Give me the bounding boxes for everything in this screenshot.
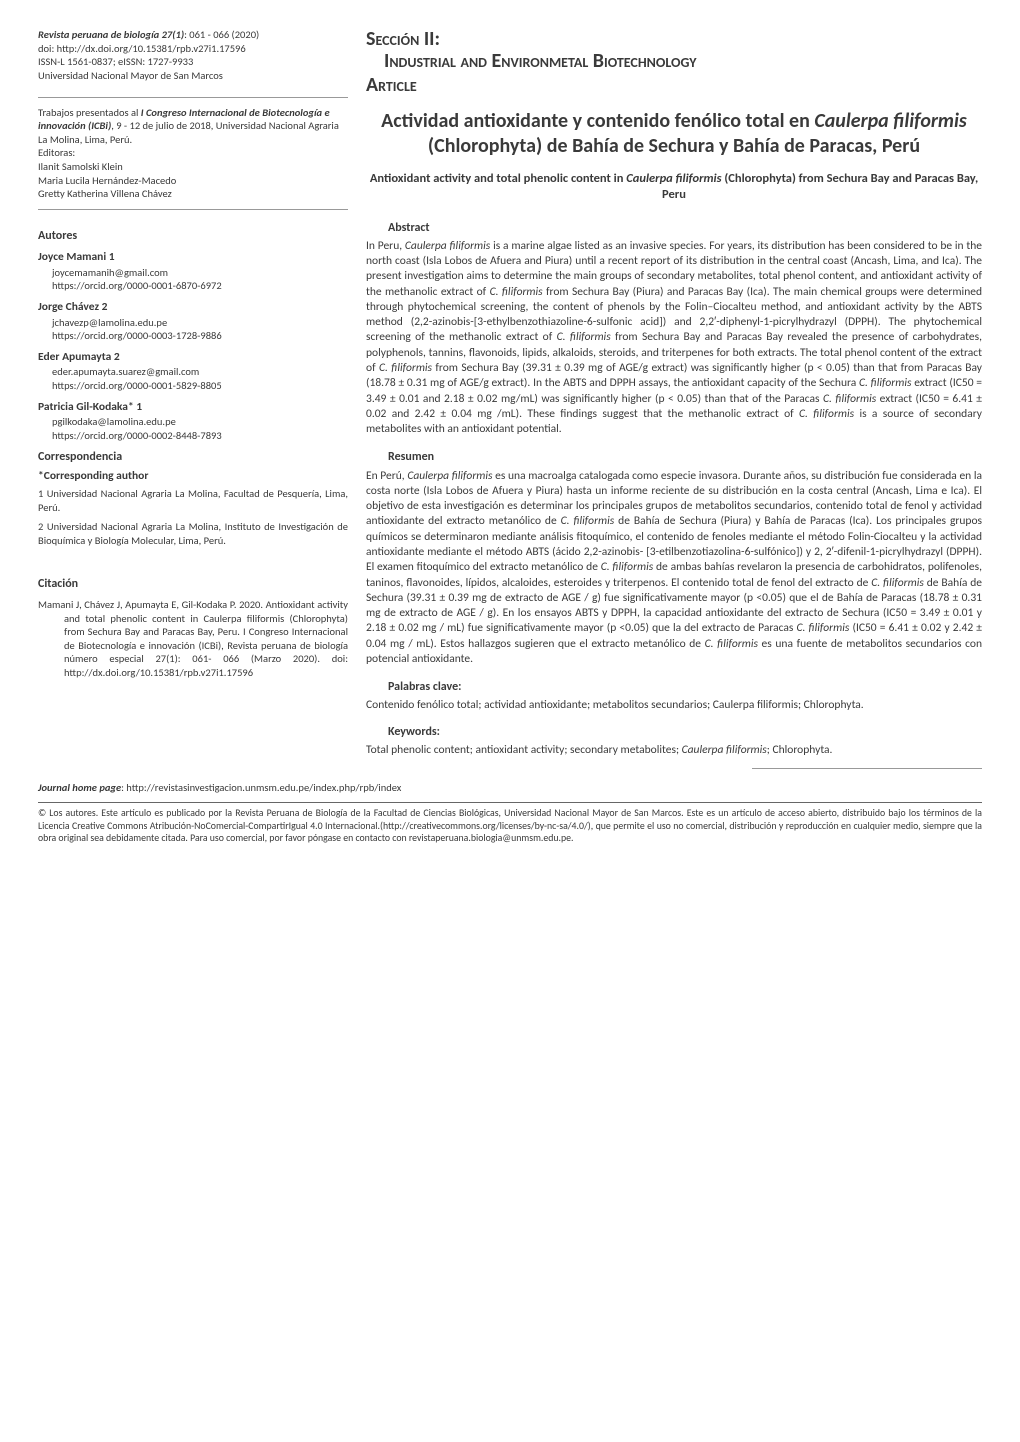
title-en-pre: Antioxidant activity and total phenolic …	[370, 171, 626, 186]
title-es-sci: Caulerpa filiformis	[814, 109, 966, 133]
editor-1: Ilanit Samolski Klein	[38, 160, 123, 173]
journal-pages: : 061 - 066 (2020)	[184, 28, 259, 41]
editor-2: Maria Lucila Hernández-Macedo	[38, 174, 176, 187]
author-4: Patricia Gil-Kodaka* 1 pgilkodaka@lamoli…	[38, 400, 348, 443]
divider	[752, 768, 982, 769]
section-label: Sección II:	[366, 28, 982, 50]
author-1-orcid: https://orcid.org/0000-0001-6870-6972	[52, 279, 348, 293]
abstract-body: In Peru, Caulerpa filiformis is a marine…	[366, 239, 982, 438]
author-1-name: Joyce Mamani 1	[38, 250, 348, 266]
journal-doi: doi: http://dx.doi.org/10.15381/rpb.v27i…	[38, 42, 246, 55]
journal-meta: Revista peruana de biología 27(1): 061 -…	[38, 28, 348, 83]
keywords-heading: Keywords:	[388, 724, 982, 740]
author-4-name: Patricia Gil-Kodaka* 1	[38, 400, 348, 416]
journal-issn: ISSN-L 1561-0837; eISSN: 1727-9933	[38, 55, 193, 68]
citation-text: Mamani J, Chávez J, Apumayta E, Gil-Koda…	[38, 598, 348, 680]
keywords-body: Total phenolic content; antioxidant acti…	[366, 743, 982, 758]
journal-title: Revista peruana de biología 27(1)	[38, 28, 184, 41]
title-es-post: (Chlorophyta) de Bahía de Sechura y Bahí…	[428, 134, 920, 158]
editor-3: Gretty Katherina Villena Chávez	[38, 187, 172, 200]
homepage-url: : http://revistasinvestigacion.unmsm.edu…	[121, 781, 401, 794]
title-es-pre: Actividad antioxidante y contenido fenól…	[381, 109, 814, 133]
resumen-body: En Perú, Caulerpa filiformis es una macr…	[366, 469, 982, 668]
title-es: Actividad antioxidante y contenido fenól…	[366, 109, 982, 159]
author-1-email: joycemamanih@gmail.com	[52, 266, 348, 280]
resumen-heading: Resumen	[388, 449, 982, 465]
author-3-orcid: https://orcid.org/0000-0001-5829-8805	[52, 379, 348, 393]
author-2: Jorge Chávez 2 jchavezp@lamolina.edu.pe …	[38, 300, 348, 343]
footer: Journal home page: http://revistasinvest…	[0, 781, 1020, 864]
corresponding-author-heading: *Corresponding author	[38, 469, 348, 485]
article-label: Article	[366, 72, 982, 99]
proceedings-box: Trabajos presentados al I Congreso Inter…	[38, 97, 348, 210]
homepage-label: Journal home page	[38, 781, 121, 794]
author-2-orcid: https://orcid.org/0000-0003-1728-9886	[52, 329, 348, 343]
author-3: Eder Apumayta 2 eder.apumayta.suarez@gma…	[38, 350, 348, 393]
license-text: © Los autores. Este artículo es publicad…	[38, 807, 982, 844]
affiliation-1: 1 Universidad Nacional Agraria La Molina…	[38, 487, 348, 514]
author-3-name: Eder Apumayta 2	[38, 350, 348, 366]
author-3-email: eder.apumayta.suarez@gmail.com	[52, 365, 348, 379]
editors-label: Editoras:	[38, 146, 75, 159]
journal-publisher: Universidad Nacional Mayor de San Marcos	[38, 69, 223, 82]
proceedings-intro: Trabajos presentados al	[38, 106, 141, 119]
author-4-email: pgilkodaka@lamolina.edu.pe	[52, 415, 348, 429]
autores-heading: Autores	[38, 228, 348, 244]
author-1: Joyce Mamani 1 joycemamanih@gmail.com ht…	[38, 250, 348, 293]
title-en: Antioxidant activity and total phenolic …	[366, 171, 982, 204]
affiliation-2: 2 Universidad Nacional Agraria La Molina…	[38, 520, 348, 547]
citacion-heading: Citación	[38, 576, 348, 592]
title-en-sci: Caulerpa filiformis	[626, 171, 721, 186]
palabras-body: Contenido fenólico total; actividad anti…	[366, 698, 982, 713]
section-line2: Industrial and Environmetal Biotechnolog…	[366, 50, 982, 72]
section-block: Sección II: Industrial and Environmetal …	[366, 28, 982, 99]
author-2-email: jchavezp@lamolina.edu.pe	[52, 316, 348, 330]
palabras-heading: Palabras clave:	[388, 679, 982, 695]
author-2-name: Jorge Chávez 2	[38, 300, 348, 316]
footer-rule	[38, 802, 982, 803]
correspondencia-heading: Correspondencia	[38, 449, 348, 465]
abstract-heading: Abstract	[388, 220, 982, 236]
author-4-orcid: https://orcid.org/0000-0002-8448-7893	[52, 429, 348, 443]
